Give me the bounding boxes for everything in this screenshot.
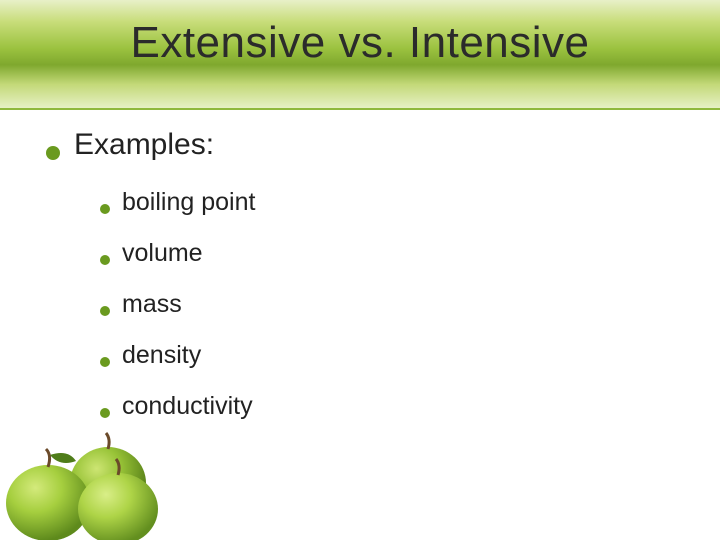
- bullet-icon: [100, 255, 110, 265]
- list-item-text: Examples:: [74, 128, 214, 162]
- bullet-icon: [100, 357, 110, 367]
- list-item-l2: boiling point: [100, 188, 666, 217]
- slide-title: Extensive vs. Intensive: [0, 18, 720, 68]
- list-item-l1: Examples:: [46, 128, 666, 162]
- bullet-icon: [100, 306, 110, 316]
- list-item-text: volume: [122, 239, 203, 268]
- list-item-l2: mass: [100, 290, 666, 319]
- list-item-text: density: [122, 341, 201, 370]
- list-item-l2: density: [100, 341, 666, 370]
- sublist: boiling point volume mass density conduc…: [100, 188, 666, 421]
- list-item-l2: conductivity: [100, 392, 666, 421]
- content-area: Examples: boiling point volume mass dens…: [46, 128, 666, 443]
- apples-icon: [0, 405, 170, 540]
- list-item-text: boiling point: [122, 188, 255, 217]
- list-item-l2: volume: [100, 239, 666, 268]
- header-divider: [0, 108, 720, 110]
- list-item-text: mass: [122, 290, 182, 319]
- bullet-icon: [46, 146, 60, 160]
- bullet-icon: [100, 204, 110, 214]
